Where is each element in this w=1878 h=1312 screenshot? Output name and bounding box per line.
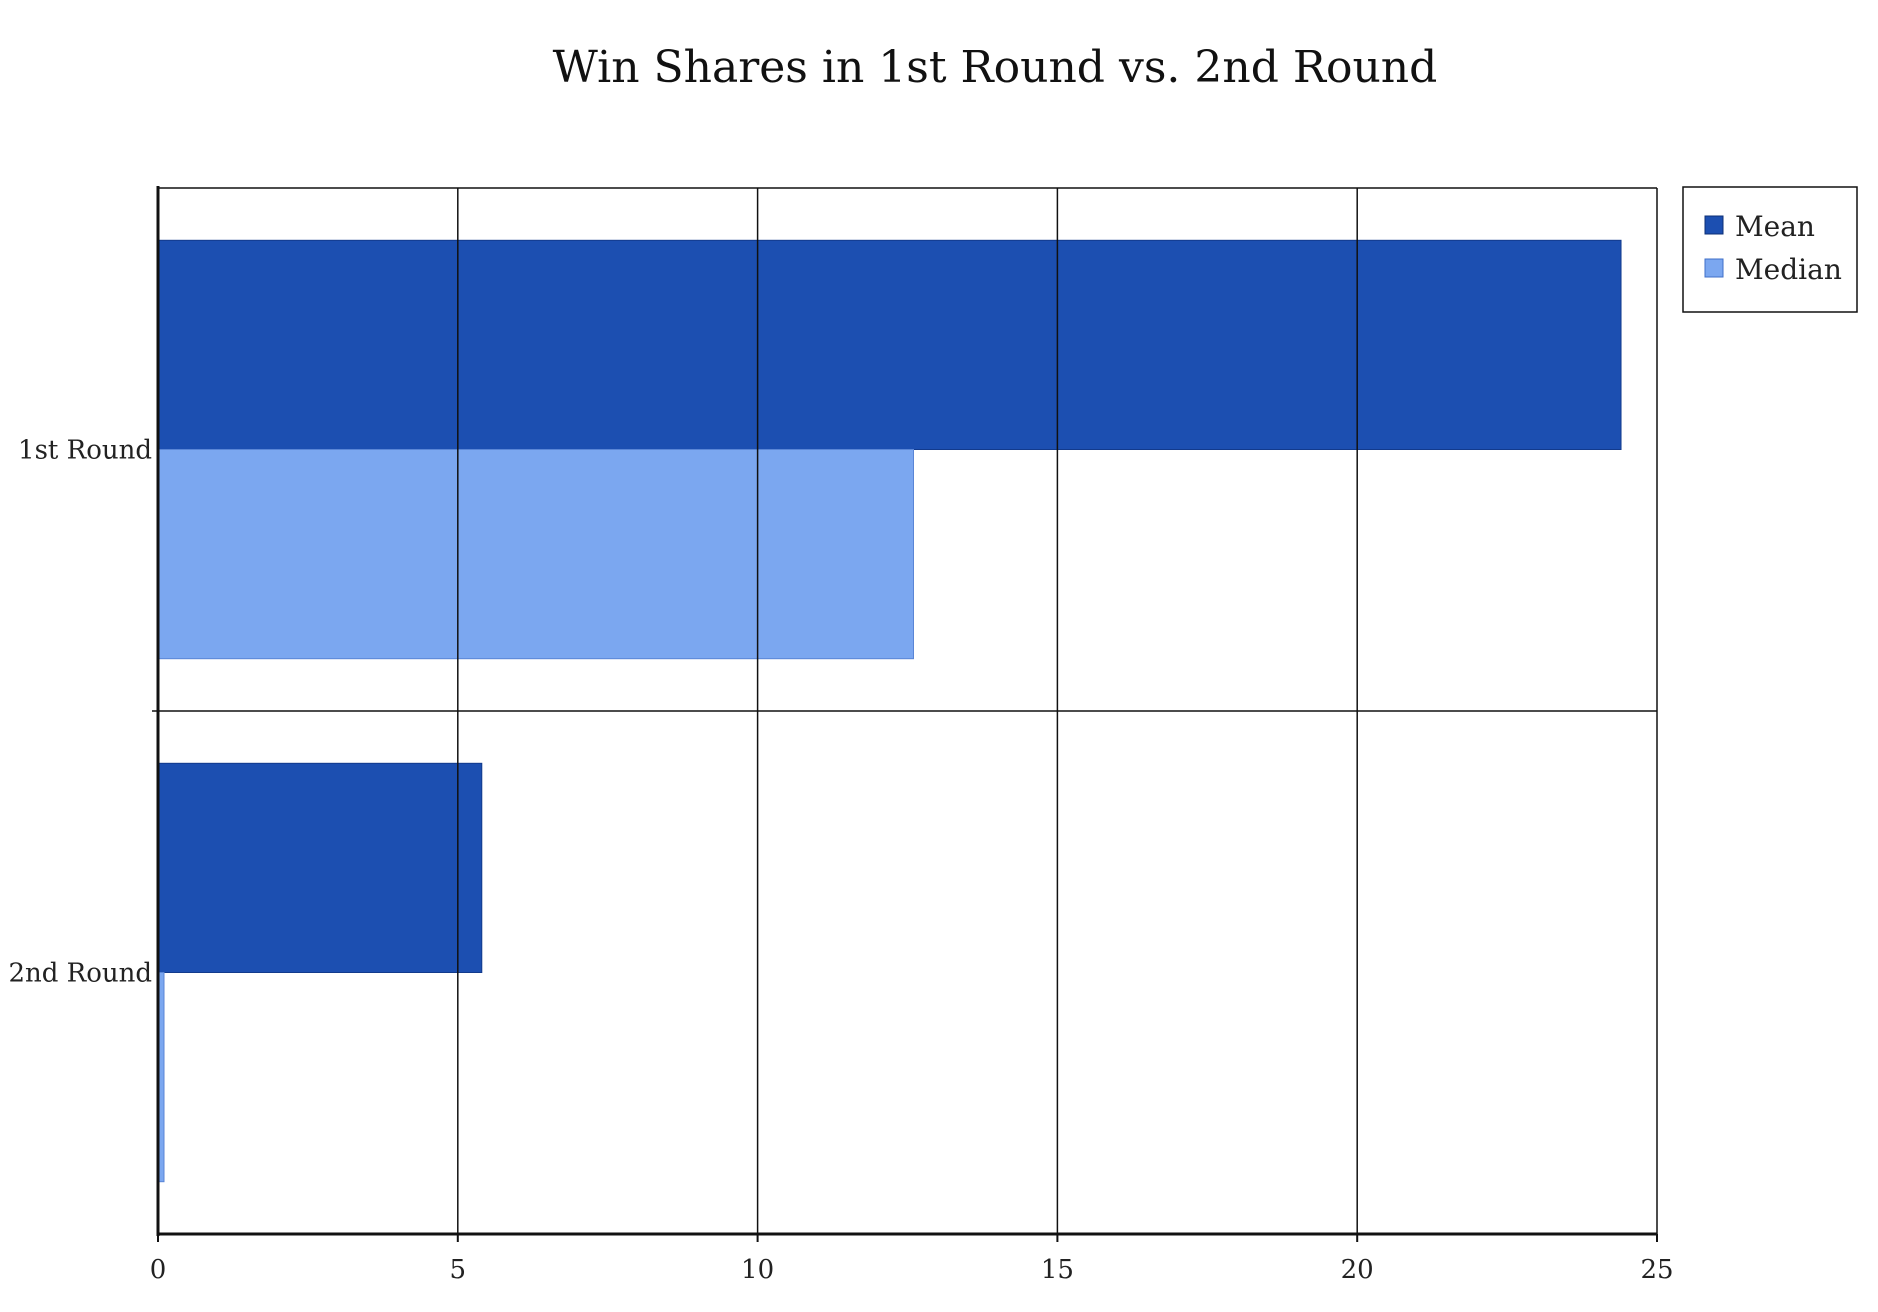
x-tick-label: 10 xyxy=(741,1255,774,1285)
legend-label-mean: Mean xyxy=(1735,210,1815,243)
legend-label-median: Median xyxy=(1735,253,1842,286)
legend-swatch-mean xyxy=(1704,215,1724,235)
bar-mean-2nd-round xyxy=(157,762,483,973)
x-tick-label: 5 xyxy=(450,1255,467,1285)
plot-area: 0 5 10 15 20 25 1st Round 2nd Round xyxy=(8,186,1674,1285)
legend: Mean Median xyxy=(1682,186,1858,313)
chart-title: Win Shares in 1st Round vs. 2nd Round xyxy=(553,42,1438,93)
bar-median-1st-round xyxy=(157,449,914,660)
y-category-label: 2nd Round xyxy=(8,959,152,989)
x-tick-label: 0 xyxy=(150,1255,167,1285)
bar-mean-1st-round xyxy=(157,239,1622,450)
y-category-label: 1st Round xyxy=(18,436,152,466)
x-tick-label: 25 xyxy=(1640,1255,1673,1285)
legend-box xyxy=(1682,186,1858,313)
x-tick-label: 15 xyxy=(1041,1255,1074,1285)
x-tick-label: 20 xyxy=(1341,1255,1374,1285)
legend-swatch-median xyxy=(1704,258,1724,278)
